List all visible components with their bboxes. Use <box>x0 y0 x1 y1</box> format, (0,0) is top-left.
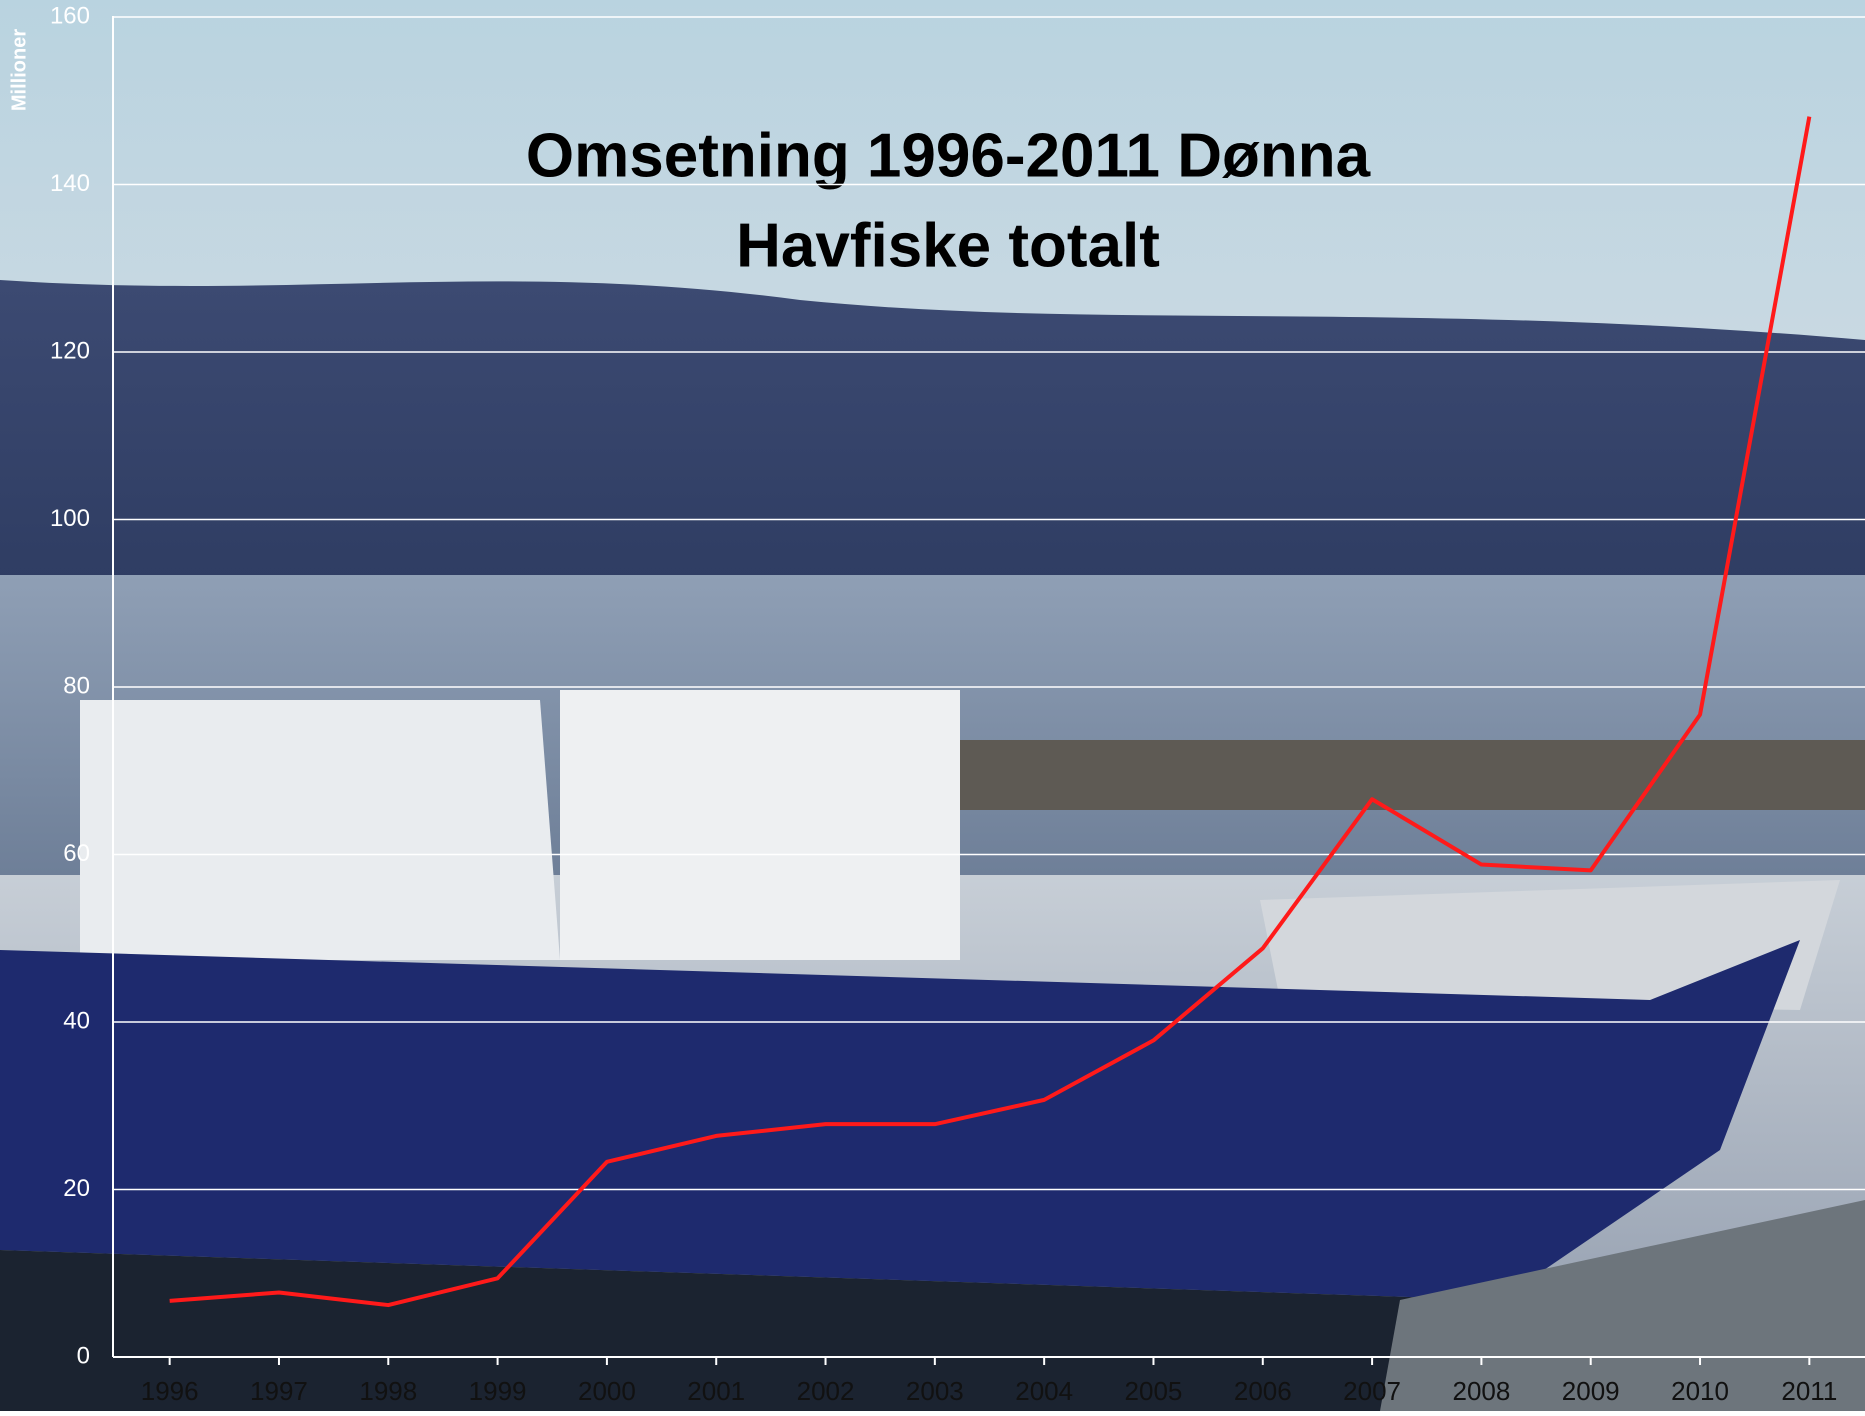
x-tick-label: 1999 <box>469 1376 527 1406</box>
y-tick-label: 160 <box>50 2 90 29</box>
x-tick-label: 1998 <box>359 1376 417 1406</box>
y-tick-label: 0 <box>77 1342 90 1369</box>
x-tick-label: 2000 <box>578 1376 636 1406</box>
x-tick-label: 2007 <box>1343 1376 1401 1406</box>
x-tick-label: 2010 <box>1671 1376 1729 1406</box>
x-tick-label: 2005 <box>1125 1376 1183 1406</box>
y-tick-label: 100 <box>50 505 90 532</box>
x-tick-label: 2001 <box>687 1376 745 1406</box>
x-tick-label: 2002 <box>797 1376 855 1406</box>
x-tick-label: 1997 <box>250 1376 308 1406</box>
chart: Millioner Omsetning 1996-2011 Dønna Havf… <box>0 0 1865 1411</box>
y-axis-label: Millioner <box>8 29 30 111</box>
y-tick-label: 40 <box>63 1007 90 1034</box>
y-tick-label: 20 <box>63 1175 90 1202</box>
y-tick-label: 80 <box>63 672 90 699</box>
x-tick-label: 2009 <box>1562 1376 1620 1406</box>
y-tick-label: 120 <box>50 337 90 364</box>
y-tick-label: 140 <box>50 170 90 197</box>
x-tick-label: 2003 <box>906 1376 964 1406</box>
chart-title: Omsetning 1996-2011 Dønna <box>526 121 1371 190</box>
x-tick-label: 1996 <box>141 1376 199 1406</box>
x-tick-label: 2004 <box>1015 1376 1073 1406</box>
x-tick-label: 2006 <box>1234 1376 1292 1406</box>
x-tick-label: 2008 <box>1452 1376 1510 1406</box>
chart-subtitle: Havfiske totalt <box>736 211 1160 280</box>
x-tick-label: 2011 <box>1781 1376 1837 1406</box>
y-tick-label: 60 <box>63 840 90 867</box>
page: Millioner Omsetning 1996-2011 Dønna Havf… <box>0 0 1865 1411</box>
